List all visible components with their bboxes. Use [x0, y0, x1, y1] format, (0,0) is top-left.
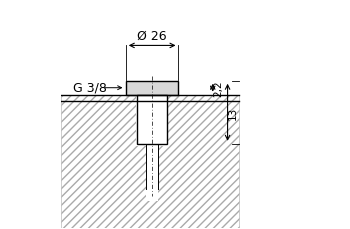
Bar — [136, 95, 168, 146]
Text: G 3/8: G 3/8 — [73, 81, 107, 94]
Bar — [137, 95, 167, 144]
Text: 2,2: 2,2 — [214, 80, 223, 97]
Bar — [61, 95, 239, 228]
Bar — [146, 144, 158, 201]
Bar — [126, 82, 178, 95]
Text: 13: 13 — [228, 106, 238, 119]
Text: Ø 26: Ø 26 — [137, 30, 167, 42]
